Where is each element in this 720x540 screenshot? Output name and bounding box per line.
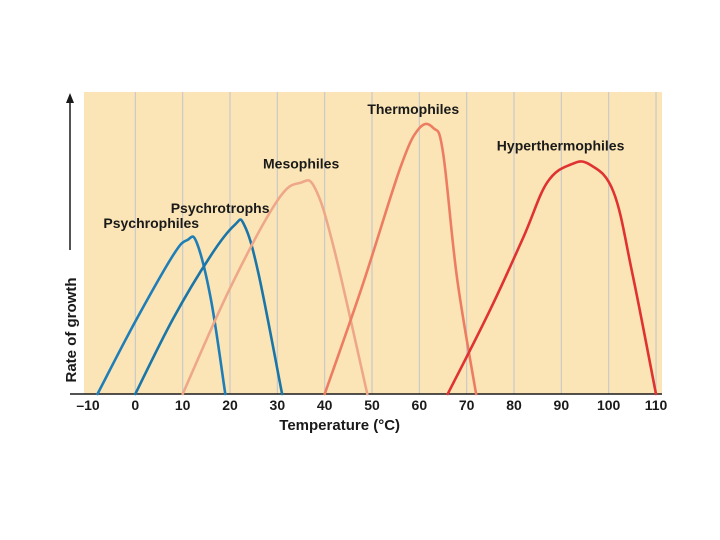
x-tick-label: 110 <box>645 397 668 413</box>
y-axis-title: Rate of growth <box>63 278 80 383</box>
x-tick-label: 40 <box>317 397 333 413</box>
series-label-hyperthermophiles: Hyperthermophiles <box>497 137 625 153</box>
x-tick-label: 50 <box>364 397 380 413</box>
x-tick-label: 100 <box>597 397 621 413</box>
series-line-hyperthermophiles <box>446 160 658 396</box>
series-lines <box>96 122 658 396</box>
x-tick-label: 70 <box>459 397 475 413</box>
y-axis: Rate of growth <box>63 93 80 383</box>
x-tick-label: 0 <box>131 397 139 413</box>
series-line-psychrotrophs <box>134 218 284 396</box>
series-label-psychrophiles: Psychrophiles <box>103 215 199 231</box>
x-tick-label: 30 <box>270 397 286 413</box>
x-tick-label: 10 <box>175 397 191 413</box>
series-line-psychrophiles <box>96 235 227 396</box>
x-axis-title: Temperature (°C) <box>279 417 400 434</box>
series-line-mesophiles <box>181 179 369 396</box>
x-tick-label: 20 <box>222 397 238 413</box>
x-tick-labels: –10 0 10 20 30 40 50 60 70 80 90 100 110 <box>76 397 667 413</box>
series-label-mesophiles: Mesophiles <box>263 156 339 172</box>
x-tick-label: 80 <box>506 397 522 413</box>
x-tick-label: 60 <box>412 397 428 413</box>
x-tick-label: 90 <box>554 397 570 413</box>
series-line-thermophiles <box>323 122 478 396</box>
x-tick-label: –10 <box>76 397 100 413</box>
series-label-psychrotrophs: Psychrotrophs <box>171 200 270 216</box>
series-label-thermophiles: Thermophiles <box>367 101 459 117</box>
y-axis-arrowhead <box>66 93 74 103</box>
